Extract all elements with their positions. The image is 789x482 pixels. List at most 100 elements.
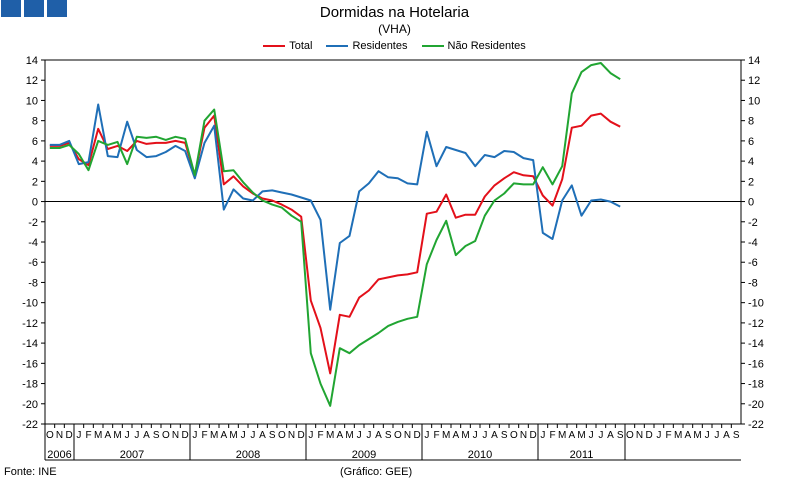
x-month-label: J [540,430,545,441]
series-line-total [49,112,621,375]
y-tick-label-left: -10 [22,298,38,310]
x-month-label: F [201,430,207,441]
legend-item-residentes: Residentes [326,40,408,52]
y-tick-label-left: 12 [26,75,38,87]
x-month-label: M [113,430,121,441]
y-tick-label-left: -22 [22,419,38,431]
y-tick-label-left: 14 [26,55,38,67]
x-month-label: O [510,430,518,441]
x-month-label: J [714,430,719,441]
x-month-label: F [85,430,91,441]
x-month-label: S [501,430,508,441]
x-month-label: O [394,430,402,441]
x-month-label: S [617,430,624,441]
source-note: Fonte: INE [4,466,57,478]
x-month-label: A [723,430,730,441]
y-tick-label-right: -18 [748,379,764,391]
x-month-label: N [404,430,411,441]
x-year-label: 2006 [47,449,71,461]
x-month-label: O [626,430,634,441]
x-month-label: S [153,430,160,441]
x-month-label: J [134,430,139,441]
logo-square-2 [24,0,44,17]
legend-swatch-nao-residentes [421,45,444,47]
x-month-label: J [589,430,594,441]
x-month-label: A [452,430,459,441]
legend-item-total: Total [263,40,312,52]
logo-square-3 [47,0,67,17]
legend-item-nao-residentes: Não Residentes [421,40,526,52]
x-year-label: 2010 [468,449,492,461]
x-month-label: S [733,430,740,441]
x-year-label: 2007 [120,449,144,461]
x-month-label: M [693,430,701,441]
y-tick-label-right: 14 [748,55,760,67]
y-tick-label-right: -6 [748,257,758,269]
x-year-label: 2009 [352,449,376,461]
x-month-label: M [326,430,334,441]
x-month-label: J [473,430,478,441]
y-tick-label-right: -12 [748,318,764,330]
x-month-label: N [288,430,295,441]
y-tick-label-right: -22 [748,419,764,431]
x-month-label: D [66,430,73,441]
y-tick-label-left: -18 [22,379,38,391]
x-month-label: D [298,430,305,441]
x-month-label: J [424,430,429,441]
plot-frame [44,59,742,425]
y-tick-label-right: -20 [748,399,764,411]
y-tick-label-right: 10 [748,95,760,107]
x-month-label: O [162,430,170,441]
x-month-label: J [598,430,603,441]
y-tick-label-left: 8 [32,116,38,128]
y-tick-label-left: -2 [28,217,38,229]
legend-label-total: Total [289,40,313,52]
x-month-label: J [76,430,81,441]
x-month-label: F [433,430,439,441]
y-tick-label-right: 12 [748,75,760,87]
x-month-label: J [656,430,661,441]
y-tick-label-left: 0 [32,197,38,209]
chart-title: Dormidas na Hotelaria [319,4,470,21]
y-tick-label-left: 6 [32,136,38,148]
x-month-label: J [308,430,313,441]
y-tick-label-right: 6 [748,136,754,148]
x-month-label: A [568,430,575,441]
y-tick-label-left: -20 [22,399,38,411]
x-month-label: A [607,430,614,441]
y-tick-label-right: -4 [748,237,758,249]
x-month-label: A [220,430,227,441]
x-month-label: J [705,430,710,441]
y-tick-label-left: 2 [32,176,38,188]
x-month-label: A [684,430,691,441]
x-month-label: J [125,430,130,441]
chart-subtitle: (VHA) [378,22,411,36]
x-month-label: A [143,430,150,441]
y-tick-label-left: -4 [28,237,38,249]
series-line-residentes [49,103,621,311]
y-tick-label-right: -2 [748,217,758,229]
x-month-label: M [345,430,353,441]
legend-label-nao-residentes: Não Residentes [447,40,526,52]
y-tick-label-right: -16 [748,358,764,370]
x-month-label: M [674,430,682,441]
y-tick-label-left: 10 [26,95,38,107]
y-tick-label-left: -14 [22,338,38,350]
x-month-label: N [520,430,527,441]
x-month-label: O [46,430,54,441]
x-year-label: 2011 [570,449,594,461]
y-tick-label-left: 4 [32,156,38,168]
x-month-label: A [259,430,266,441]
logo-square-1 [1,0,21,17]
x-month-label: A [375,430,382,441]
x-month-label: J [250,430,255,441]
x-month-label: M [94,430,102,441]
y-tick-label-right: 4 [748,156,754,168]
y-tick-label-right: -8 [748,277,758,289]
y-tick-label-right: 0 [748,197,754,209]
legend-swatch-residentes [326,45,349,47]
y-tick-label-right: 2 [748,176,754,188]
x-month-label: J [366,430,371,441]
x-month-label: J [482,430,487,441]
x-month-label: J [192,430,197,441]
